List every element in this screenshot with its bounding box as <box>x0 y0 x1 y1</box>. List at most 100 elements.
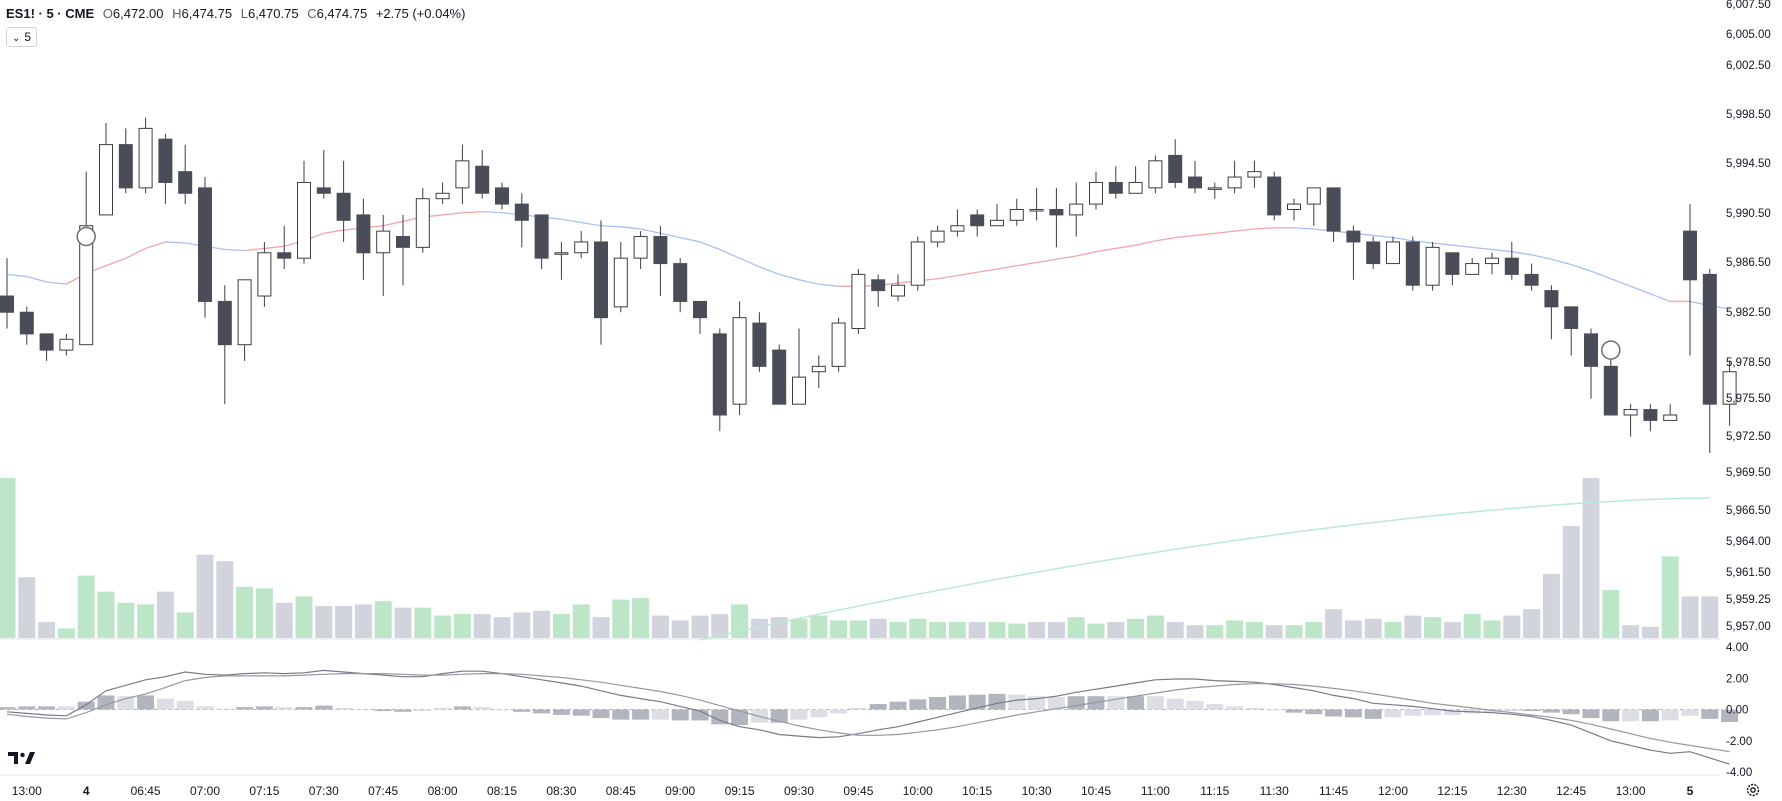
volume-bar <box>1622 625 1640 638</box>
candle <box>1643 404 1658 432</box>
candle <box>871 274 886 307</box>
time-tick-label: 08:45 <box>606 784 636 798</box>
open-value: 6,472.00 <box>112 6 164 21</box>
candle-body <box>1148 160 1163 189</box>
volume-bar <box>1325 609 1343 638</box>
ma-segment <box>6 273 27 278</box>
macd-histogram-bar <box>295 707 313 710</box>
ma-segment <box>977 268 998 273</box>
ma-segment <box>957 271 978 277</box>
macd-histogram-bar <box>1443 709 1461 715</box>
volume-bar <box>1107 622 1125 638</box>
candle-body <box>178 171 193 194</box>
open-label: O <box>102 6 113 21</box>
ma-segment <box>1175 234 1196 239</box>
ma-segment <box>1155 236 1176 242</box>
macd-histogram-bar <box>790 709 808 720</box>
volume-bar <box>1285 625 1303 638</box>
volume-bar <box>1463 614 1481 638</box>
candle-body <box>693 300 707 319</box>
tradingview-logo-icon[interactable] <box>8 750 36 766</box>
macd-histogram-bar <box>1582 709 1600 719</box>
candle-body <box>712 333 727 416</box>
macd-pane <box>0 669 1739 765</box>
candle-body <box>1405 241 1420 286</box>
candle-body <box>970 214 985 227</box>
time-tick-label: 4 <box>83 784 90 798</box>
high-label: H <box>172 6 182 21</box>
volume-bar <box>414 607 432 638</box>
candle <box>1603 355 1618 416</box>
candle <box>1049 187 1064 248</box>
price-axis[interactable]: 6,007.50 6,005.00 6,002.50 5,998.50 5,994.50… <box>1726 0 1771 633</box>
candle <box>19 306 34 345</box>
macd-histogram-bar <box>1523 709 1541 712</box>
candle-body <box>1524 273 1539 286</box>
candle-body <box>1326 187 1341 232</box>
candle-body <box>811 365 826 373</box>
macd-histogram-bar <box>612 709 630 720</box>
candle-body <box>1465 263 1480 275</box>
time-tick-label: 09:45 <box>843 784 873 798</box>
volume-bar <box>671 620 689 638</box>
candle <box>831 317 846 372</box>
candle-body <box>831 322 846 367</box>
volume-bar <box>1344 620 1362 638</box>
macd-histogram-bar <box>948 695 966 710</box>
macd-tick-label: -4.00 <box>1726 767 1752 779</box>
ma-segment <box>1531 254 1552 260</box>
macd-axis[interactable]: 4.00 2.00 0.00 -2.00 -4.00 <box>1726 642 1752 779</box>
macd-histogram-bar <box>929 697 947 710</box>
time-axis[interactable]: 13:00 4 06:45 07:00 07:15 07:30 07:45 08:00 08:1… <box>12 784 1694 798</box>
volume-bar <box>236 586 254 638</box>
macd-histogram-bar <box>1503 709 1521 712</box>
candle <box>851 268 866 334</box>
macd-histogram-bar <box>216 708 234 710</box>
candle-body <box>59 338 74 351</box>
candle-body <box>1623 409 1638 416</box>
candle-body <box>1188 176 1202 189</box>
macd-histogram-bar <box>632 709 650 720</box>
volume-bar <box>770 617 788 638</box>
volume-bar <box>1503 615 1521 638</box>
macd-histogram-bar <box>1067 696 1085 710</box>
volume-bar <box>394 607 412 638</box>
candle-body <box>257 252 272 297</box>
macd-signal-line <box>6 673 1730 753</box>
candle-body <box>1702 273 1717 405</box>
candle <box>752 312 767 372</box>
volume-bar <box>1384 622 1402 638</box>
macd-histogram-bar <box>493 709 511 711</box>
price-tick-label: 5,959.25 <box>1726 594 1771 606</box>
candle-body <box>990 219 1004 227</box>
candle <box>574 231 589 259</box>
macd-histogram-bar <box>1701 709 1719 719</box>
candle-body <box>673 263 688 302</box>
volume-bar <box>156 591 174 638</box>
candle <box>1267 171 1282 221</box>
candle <box>475 150 490 199</box>
ma-segment <box>779 273 800 281</box>
volume-bar <box>453 614 471 638</box>
symbol-title[interactable]: ES1! · 5 · CME <box>6 6 95 21</box>
candle <box>1564 306 1579 356</box>
low-value: 6,470.75 <box>247 6 299 21</box>
candle-body <box>356 214 371 254</box>
macd-histogram-bar <box>18 706 36 710</box>
candle-body <box>1504 257 1519 275</box>
candle <box>1504 241 1519 280</box>
macd-histogram-bar <box>255 706 273 710</box>
candle <box>1089 171 1103 210</box>
candle <box>495 182 509 210</box>
indicators-toggle-button[interactable]: ⌄ 5 <box>6 27 38 47</box>
candle-body <box>415 198 430 248</box>
candle <box>554 241 569 280</box>
time-tick-label: 07:00 <box>190 784 220 798</box>
macd-histogram-bar <box>1562 709 1580 715</box>
gear-icon[interactable] <box>1745 782 1761 798</box>
volume-ma-path <box>699 497 1710 641</box>
candle <box>1425 241 1440 291</box>
candle <box>257 241 272 307</box>
chart-grid <box>0 638 1720 776</box>
